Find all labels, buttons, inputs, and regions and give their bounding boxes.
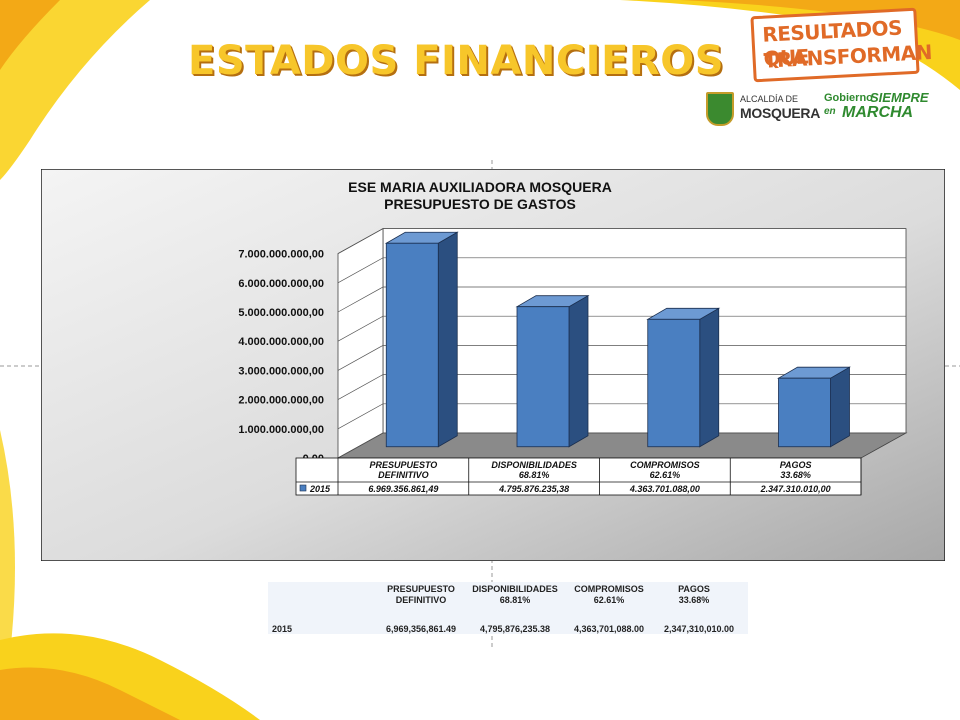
table2-header-3-a: PAGOS: [678, 584, 710, 594]
category-label: DISPONIBILIDADES: [491, 460, 577, 470]
category-label: 62.61%: [650, 470, 681, 480]
chart-subtitle: PRESUPUESTO DE GASTOS: [384, 196, 576, 212]
table2-value-3: 2,347,310,010.00: [663, 624, 735, 634]
gridline: [337, 374, 906, 400]
gridline: [337, 228, 906, 254]
y-tick-label: 3.000.000.000,00: [238, 365, 324, 377]
category-label: PRESUPUESTO: [369, 460, 437, 470]
alcaldia-line1: ALCALDÍA DE: [740, 94, 799, 104]
alcaldia-line2: MOSQUERA: [740, 105, 821, 121]
y-tick-label: 2.000.000.000,00: [238, 395, 324, 407]
table2-header-3-b: 33.68%: [678, 595, 710, 605]
gobierno-text-1: Gobierno: [824, 92, 873, 104]
category-label: 68.81%: [519, 470, 550, 480]
data-table-value: 6.969.356.861,49: [368, 484, 438, 494]
category-label: COMPROMISOS: [630, 460, 700, 470]
data-table-value: 4.363.701.088,00: [629, 484, 700, 494]
table2-row-label: 2015: [272, 624, 293, 634]
table2-value-0: 6,969,356,861.49: [385, 624, 457, 634]
y-tick-label: 7.000.000.000,00: [238, 249, 324, 261]
resultados-logo: RESULTADOS QUE TRANSFORMAN: [750, 7, 932, 83]
gridline: [337, 286, 906, 313]
y-tick-label: 4.000.000.000,00: [238, 336, 324, 348]
category-label: 33.68%: [780, 470, 811, 480]
data-table-value: 4.795.876.235,38: [498, 484, 569, 494]
bar-side: [437, 231, 458, 448]
shield-icon: [706, 92, 734, 126]
table2-value-1: 4,795,876,235.38: [479, 624, 551, 634]
table2-header-1-a: DISPONIBILIDADES: [472, 584, 558, 594]
y-tick-label: 5.000.000.000,00: [238, 307, 324, 319]
y-tick-label: 1.000.000.000,00: [238, 424, 324, 436]
table2-header-2-a: COMPROMISOS: [574, 584, 644, 594]
gridline: [337, 257, 906, 284]
legend-swatch: [299, 484, 307, 492]
gridline: [337, 315, 906, 342]
gobierno-logo: Gobierno SIEMPRE en MARCHA: [824, 90, 944, 126]
alcaldia-logo: ALCALDÍA DE MOSQUERA: [706, 92, 820, 126]
table2-header-1-b: 68.81%: [499, 595, 531, 605]
bar: [385, 242, 439, 448]
bar-side: [830, 366, 850, 448]
gridline: [337, 345, 906, 371]
chart-title: ESE MARIA AUXILIADORA MOSQUERA: [348, 179, 612, 195]
y-tick-label: 6.000.000.000,00: [238, 278, 324, 290]
table2-header-0-b: DEFINITIVO: [395, 595, 447, 605]
summary-table: PRESUPUESTO DEFINITIVO DISPONIBILIDADES …: [268, 582, 748, 634]
side-wall: [337, 227, 384, 459]
bar-side: [699, 307, 720, 448]
budget-chart: ESE MARIA AUXILIADORA MOSQUERA PRESUPUES…: [41, 169, 945, 561]
legend-label: 2015: [309, 484, 331, 494]
gobierno-text-2: SIEMPRE: [870, 90, 929, 105]
table2-header-2-b: 62.61%: [593, 595, 625, 605]
table2-value-2: 4,363,701,088.00: [573, 624, 645, 634]
bar-side: [568, 295, 589, 448]
plot-area: 0,001.000.000.000,002.000.000.000,003.00…: [238, 227, 908, 496]
bar: [778, 377, 831, 448]
gobierno-text-3: en: [824, 106, 836, 117]
bar: [516, 306, 570, 448]
gridline: [337, 403, 906, 430]
table2-header-0-a: PRESUPUESTO: [387, 584, 455, 594]
gridline: [337, 432, 906, 459]
category-label: DEFINITIVO: [378, 470, 429, 480]
page-title: ESTADOS FINANCIEROS: [188, 38, 725, 84]
category-label: PAGOS: [780, 460, 812, 470]
gobierno-text-4: MARCHA: [842, 104, 914, 121]
bar: [647, 318, 701, 448]
data-table-value: 2.347.310.010,00: [760, 484, 831, 494]
